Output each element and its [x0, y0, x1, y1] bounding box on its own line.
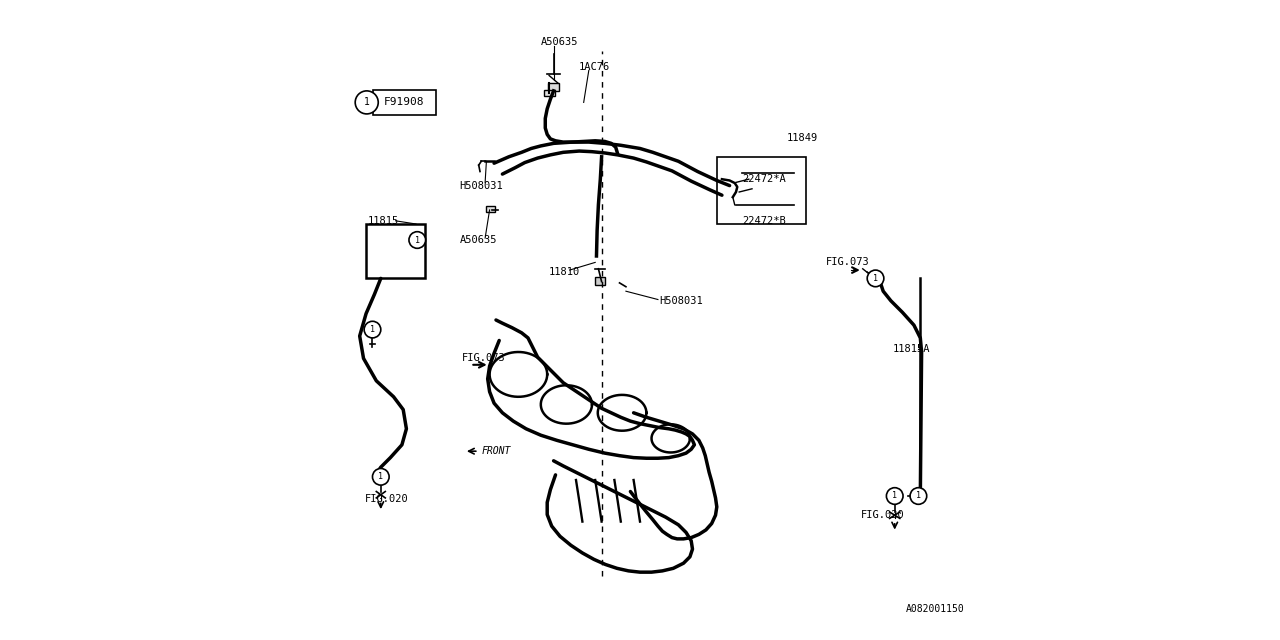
Circle shape	[356, 91, 379, 114]
Circle shape	[410, 232, 425, 248]
Circle shape	[910, 488, 927, 504]
Bar	[544, 90, 556, 96]
Text: 1: 1	[873, 274, 878, 283]
Text: H508031: H508031	[659, 296, 703, 306]
Text: 11815A: 11815A	[893, 344, 931, 354]
Text: 1: 1	[364, 97, 370, 108]
Text: FIG.020: FIG.020	[365, 494, 408, 504]
Text: 11810: 11810	[549, 267, 580, 277]
Text: F91908: F91908	[384, 97, 425, 108]
Circle shape	[372, 468, 389, 485]
Text: 1: 1	[415, 236, 420, 244]
Text: FIG.073: FIG.073	[826, 257, 869, 268]
Text: 1: 1	[892, 492, 897, 500]
Text: FIG.073: FIG.073	[462, 353, 506, 364]
Text: A082001150: A082001150	[906, 604, 964, 614]
Text: 22472*A: 22472*A	[742, 174, 786, 184]
Circle shape	[886, 488, 904, 504]
Text: H508031: H508031	[460, 180, 503, 191]
Text: 22472*B: 22472*B	[742, 216, 786, 226]
Bar	[717, 157, 806, 224]
Text: A50635: A50635	[540, 36, 579, 47]
Text: 1AC76: 1AC76	[580, 62, 611, 72]
Circle shape	[868, 270, 884, 287]
Text: FIG.020: FIG.020	[860, 510, 905, 520]
Text: 11849: 11849	[787, 132, 818, 143]
Text: 1: 1	[916, 492, 920, 500]
Circle shape	[365, 321, 381, 338]
Bar	[595, 277, 605, 285]
Text: A50635: A50635	[460, 235, 497, 245]
Bar	[548, 83, 559, 91]
Text: 11815: 11815	[369, 216, 399, 226]
Bar	[486, 206, 495, 212]
Text: 1: 1	[379, 472, 383, 481]
Bar	[366, 224, 425, 278]
Text: FRONT: FRONT	[481, 446, 511, 456]
Text: 1: 1	[370, 325, 375, 334]
